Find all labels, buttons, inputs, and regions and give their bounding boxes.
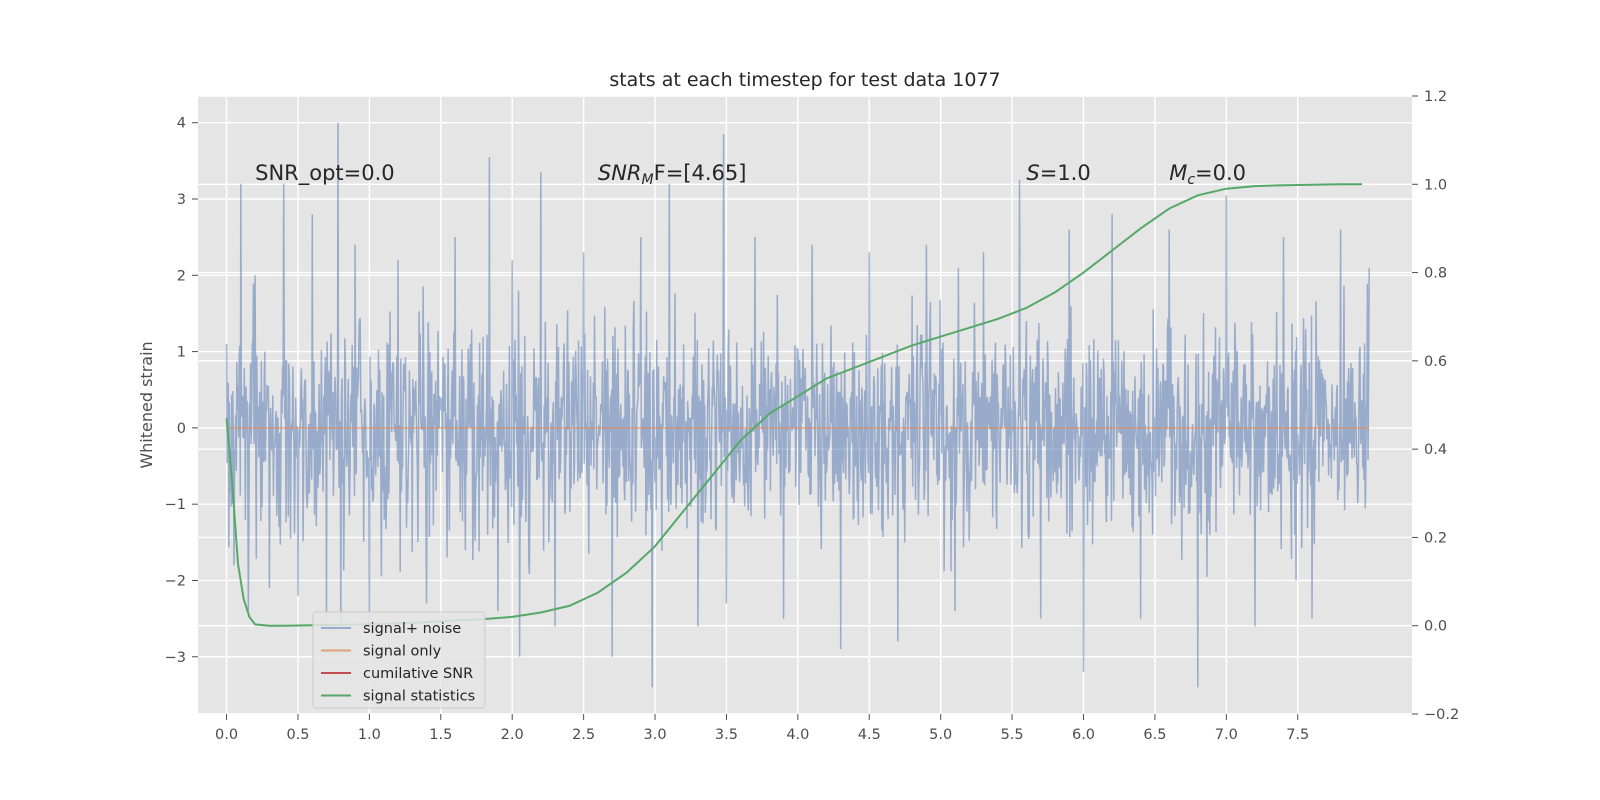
x-tick-label: 2.0 xyxy=(501,727,524,743)
y2-tick-label: 0.0 xyxy=(1424,619,1447,635)
legend-label: signal only xyxy=(363,644,442,660)
annotation-0: SNR_opt=0.0 xyxy=(255,161,395,186)
x-tick-label: 4.5 xyxy=(858,727,881,743)
signal-noise-line xyxy=(225,122,1370,688)
y2-tick-label: 0.8 xyxy=(1424,266,1447,282)
x-tick-label: 5.0 xyxy=(929,727,952,743)
x-tick-label: 1.0 xyxy=(358,727,381,743)
y-tick-label: −2 xyxy=(165,573,186,589)
annotation-1: SNRMF=[4.65] xyxy=(598,161,747,188)
y2-tick-label: 1.2 xyxy=(1424,89,1447,105)
y-tick-label: 3 xyxy=(177,192,186,208)
x-tick-label: 1.5 xyxy=(429,727,452,743)
x-tick-label: 0.0 xyxy=(215,727,238,743)
annotation-3: Mc=0.0 xyxy=(1169,161,1246,188)
y2-tick-label: −0.2 xyxy=(1424,707,1459,723)
legend-label: signal+ noise xyxy=(363,621,461,637)
y-tick-label: −3 xyxy=(165,650,186,666)
x-tick-label: 0.5 xyxy=(286,727,309,743)
legend: signal+ noise signal only cumilative SNR si… xyxy=(312,611,486,709)
x-tick-label: 6.5 xyxy=(1143,727,1166,743)
y-tick-label: 1 xyxy=(177,345,186,361)
x-tick-label: 7.0 xyxy=(1215,727,1238,743)
legend-label: signal statistics xyxy=(363,689,475,705)
noise-series xyxy=(225,122,1370,688)
y-tick-label: 2 xyxy=(177,268,186,284)
x-tick-label: 3.5 xyxy=(715,727,738,743)
signal-statistics-series xyxy=(225,183,1362,627)
legend-box xyxy=(312,611,486,709)
axes: 0.0 0.5 1.0 1.5 2.0 2.5 3.0 3.5 4.0 4.5 5.0 5.5 6.0 6… xyxy=(165,89,1460,743)
x-tick-label: 5.5 xyxy=(1001,727,1024,743)
y2-tick-label: 0.2 xyxy=(1424,530,1447,546)
y-tick-label: −1 xyxy=(165,497,186,513)
legend-label: cumilative SNR xyxy=(363,666,473,682)
x-tick-label: 3.0 xyxy=(644,727,667,743)
x-tick-label: 7.5 xyxy=(1286,727,1309,743)
signal-statistics-line xyxy=(225,183,1362,627)
y-tick-label: 4 xyxy=(177,116,186,132)
y-axis-label: Whitened strain xyxy=(137,341,156,468)
annotation-2: S=1.0 xyxy=(1026,161,1090,185)
x-tick-label: 2.5 xyxy=(572,727,595,743)
x-tick-label: 6.0 xyxy=(1072,727,1095,743)
annotations: SNR_opt=0.0 SNRMF=[4.65] S=1.0 Mc=0.0 xyxy=(255,161,1246,188)
x-tick-label: 4.0 xyxy=(786,727,809,743)
y2-tick-label: 0.6 xyxy=(1424,354,1447,370)
y2-tick-label: 0.4 xyxy=(1424,442,1447,458)
y2-tick-label: 1.0 xyxy=(1424,177,1447,193)
y-tick-label: 0 xyxy=(177,421,186,437)
chart-title: stats at each timestep for test data 107… xyxy=(609,69,1000,91)
